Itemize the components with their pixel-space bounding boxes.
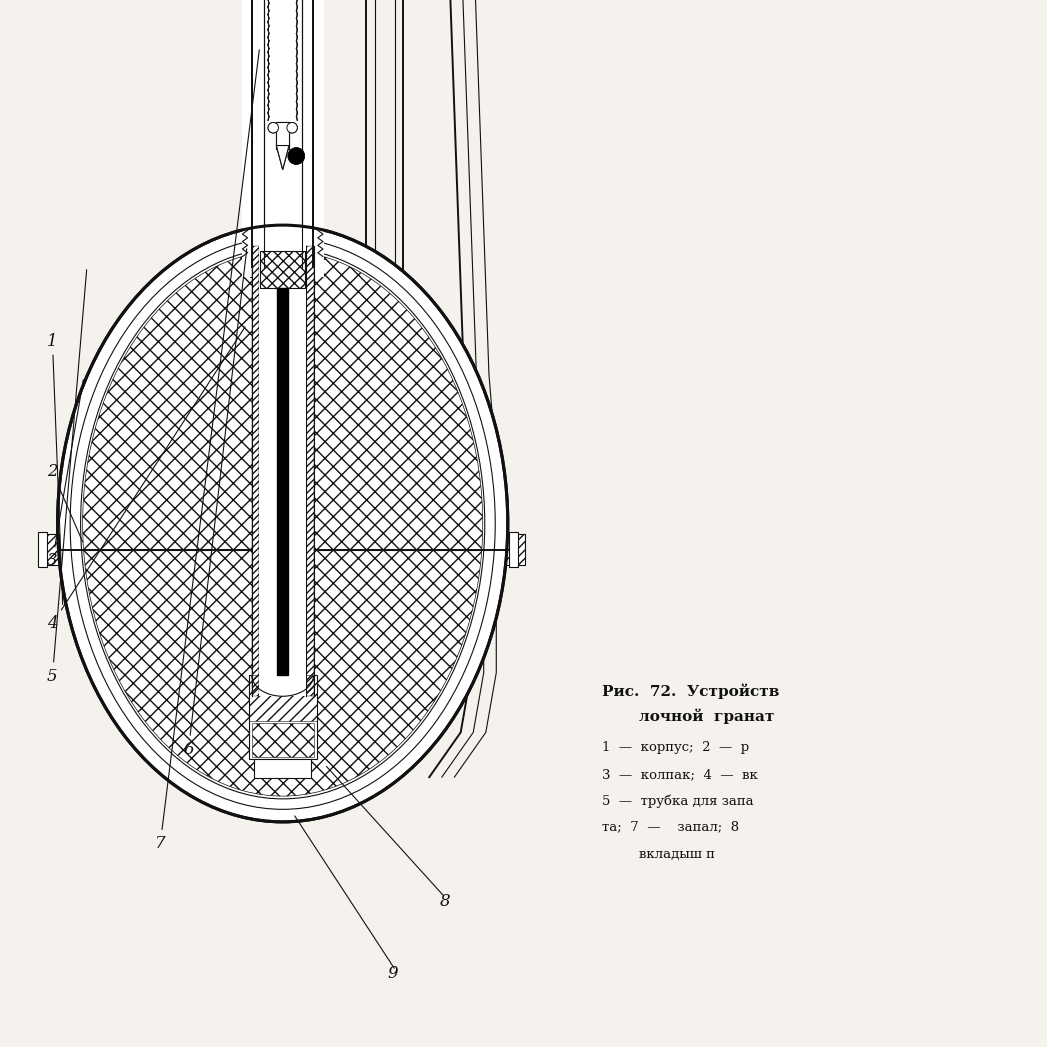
Bar [41,534,60,565]
Bar [276,122,289,149]
Bar [506,534,525,565]
Text: 3: 3 [47,380,84,570]
Bar [38,532,47,567]
Bar [245,200,320,207]
Bar [245,208,320,216]
Circle shape [288,148,305,164]
Text: та;  7  —    запал;  8: та; 7 — запал; 8 [602,820,739,833]
Text: 1  —  корпус;  2  —  р: 1 — корпус; 2 — р [602,740,750,754]
Bar [41,534,60,565]
Polygon shape [276,146,289,170]
Circle shape [268,122,279,133]
Circle shape [287,122,297,133]
Bar [506,534,525,565]
Bar [249,675,316,759]
Text: 1: 1 [47,333,63,604]
Bar [252,723,314,757]
Circle shape [268,122,279,133]
Ellipse shape [70,238,495,809]
Text: 4: 4 [47,327,245,632]
Bar [251,209,314,277]
Text: вкладыш п: вкладыш п [639,847,714,861]
Text: 9: 9 [387,965,398,982]
Text: 3  —  колпак;  4  —  вк: 3 — колпак; 4 — вк [602,767,758,781]
Text: 2: 2 [47,464,83,542]
Bar [260,251,306,288]
Ellipse shape [58,225,508,822]
Bar [245,200,320,207]
Text: 6: 6 [183,249,247,758]
Text: 8: 8 [440,893,450,910]
Bar [276,122,289,149]
Text: лочной  гранат: лочной гранат [639,709,774,725]
Bar [245,208,320,216]
Bar [252,246,260,696]
Text: 7: 7 [155,50,260,852]
Bar [253,759,311,778]
Bar [245,219,320,226]
Bar [509,532,518,567]
Text: 5  —  трубка для запа: 5 — трубка для запа [602,795,754,808]
Bar [254,223,311,274]
Bar [260,251,306,288]
Text: 5: 5 [47,270,87,685]
Ellipse shape [83,251,483,796]
Text: Рис.  72.  Устройств: Рис. 72. Устройств [602,684,779,699]
Circle shape [287,122,297,133]
Bar [260,246,307,696]
Bar [245,219,320,226]
Bar [307,246,314,696]
Circle shape [288,148,305,164]
Bar [247,0,318,230]
Ellipse shape [81,248,485,799]
Bar [249,675,316,721]
Bar [242,0,324,277]
Polygon shape [276,146,289,170]
